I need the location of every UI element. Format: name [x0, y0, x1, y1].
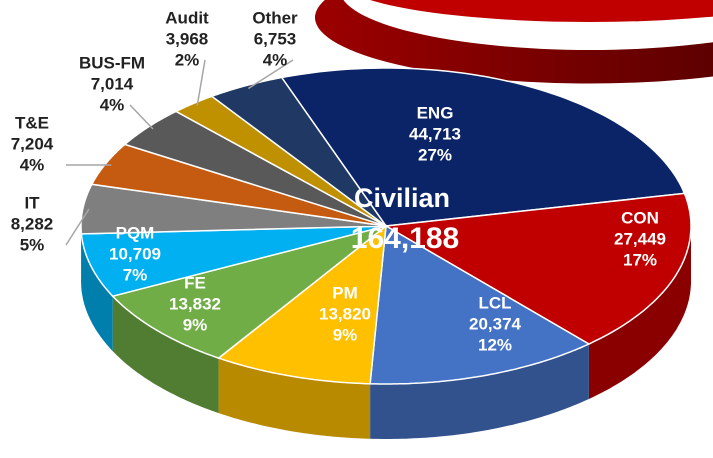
slice-percent: 4%: [263, 50, 288, 69]
neighbor-side: [315, 0, 713, 84]
slice-percent: 2%: [175, 50, 200, 69]
leader-line: [129, 104, 154, 130]
slice-name: BUS-FM: [79, 53, 145, 72]
slice-percent: 5%: [20, 235, 45, 254]
leader-line: [65, 208, 90, 246]
pie-slice: [123, 110, 387, 227]
slice-value: 8,282: [11, 214, 54, 233]
slice-value: 20,374: [469, 314, 522, 333]
slice-name: FE: [184, 273, 206, 292]
slice-name: T&E: [15, 113, 49, 132]
slice-percent: 17%: [623, 250, 657, 269]
slice-name: PM: [332, 283, 358, 302]
pie-slice: [80, 183, 387, 235]
pie-slice: [90, 143, 387, 227]
pie-slice: [210, 76, 387, 227]
slice-value: 3,968: [166, 29, 209, 48]
pie-sides: [81, 226, 691, 439]
slice-value: 27,449: [614, 229, 666, 248]
pie-side: [112, 296, 219, 414]
slice-percent: 27%: [418, 145, 452, 164]
slice-value: 10,709: [109, 244, 161, 263]
pie-slice: [111, 225, 387, 359]
slice-percent: 9%: [333, 325, 358, 344]
slice-percent: 7%: [123, 265, 148, 284]
slice-value: 7,014: [91, 74, 134, 93]
slice-percent: 9%: [183, 315, 208, 334]
neighbor-chart: [315, 0, 713, 84]
slice-value: 13,832: [169, 294, 221, 313]
labels: ENG 44,713 27% CON 27,449 17% LCL 20,374 12% PM 13…: [11, 8, 666, 354]
pie-tops: [80, 67, 692, 385]
slice-value: 44,713: [409, 124, 461, 143]
slice-name: ENG: [417, 103, 454, 122]
slice-value: 13,820: [319, 304, 371, 323]
pie-side: [588, 226, 691, 399]
slice-percent: 12%: [478, 335, 512, 354]
slice-name: PQM: [116, 223, 155, 242]
slice-percent: 4%: [100, 95, 125, 114]
slice-value: 7,204: [11, 134, 54, 153]
pie-slice: [369, 224, 591, 385]
pie-side: [370, 344, 589, 439]
pie-slice: [280, 67, 686, 227]
center-total: 164,188: [351, 222, 459, 255]
slice-value: 6,753: [254, 29, 297, 48]
pie-slice: [80, 225, 387, 298]
slice-name: CON: [621, 208, 659, 227]
neighbor-top: [370, 0, 713, 22]
slice-percent: 4%: [20, 155, 45, 174]
slice-name: Other: [252, 8, 298, 27]
pie-slice: [174, 95, 387, 227]
pie-side: [218, 358, 371, 439]
slice-name: Audit: [165, 8, 209, 27]
leader-line: [247, 59, 294, 90]
center-label: Civilian: [354, 183, 450, 213]
pie-slice: [383, 192, 692, 345]
leader-line: [196, 59, 206, 107]
pie-slice: [216, 224, 387, 385]
slice-name: LCL: [478, 293, 511, 312]
slice-name: IT: [24, 193, 40, 212]
